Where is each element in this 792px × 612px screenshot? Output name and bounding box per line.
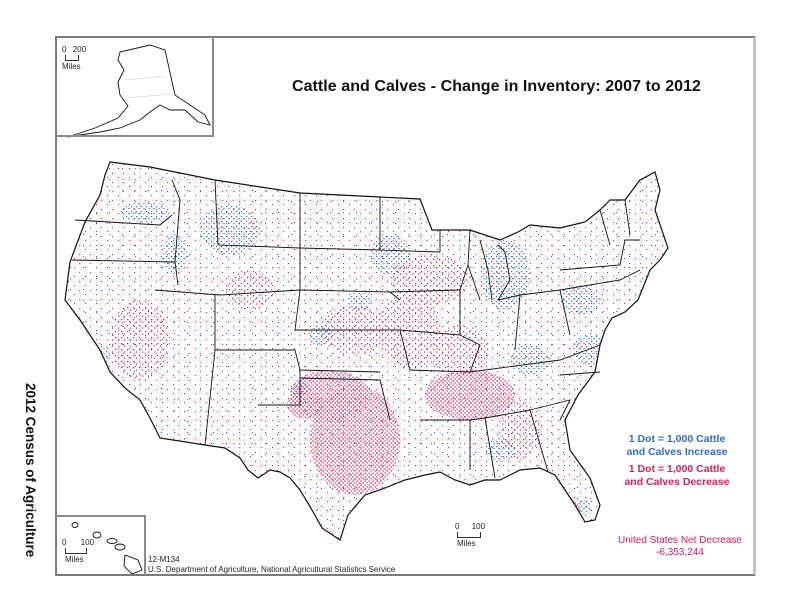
alaska-scale-unit: Miles [62, 62, 81, 71]
main-scale-bar [457, 532, 481, 538]
legend-increase-line2: and Calves Increase [626, 446, 728, 458]
hawaii-scale-unit: Miles [65, 555, 84, 564]
hawaii-shape [71, 522, 143, 575]
hawaii-scale-bar [65, 548, 87, 554]
side-title-container: 2012 Census of Agriculture [22, 383, 42, 583]
main-scale-end: 100 [471, 522, 486, 531]
hawaii-scale-start: 0 [62, 538, 67, 547]
alaska-scale-end: 200 [72, 45, 87, 54]
legend-increase-line1: 1 Dot = 1,000 Cattle [628, 433, 726, 445]
legend: 1 Dot = 1,000 Cattle and Calves Increase… [612, 433, 742, 489]
hawaii-scale-end: 100 [80, 538, 95, 547]
alaska-scale-start: 0 [62, 45, 67, 54]
net-change-value: -6,353,244 [656, 547, 704, 558]
credit-block: 12-M134 U.S. Department of Agriculture, … [148, 555, 395, 575]
net-change-label: United States Net Decrease [618, 535, 742, 546]
legend-decrease: 1 Dot = 1,000 Cattle and Calves Decrease [612, 463, 742, 489]
alaska-scale-bar [65, 55, 79, 61]
legend-increase: 1 Dot = 1,000 Cattle and Calves Increase [612, 433, 742, 459]
credit-text: U.S. Department of Agriculture, National… [148, 565, 396, 574]
alaska-scale: 0 200 Miles [62, 45, 86, 71]
main-scale: 0 100 Miles [455, 522, 485, 548]
hawaii-inset [55, 515, 146, 576]
main-scale-unit: Miles [457, 539, 476, 548]
net-change: United States Net Decrease -6,353,244 [610, 535, 750, 559]
legend-decrease-line1: 1 Dot = 1,000 Cattle [628, 463, 726, 475]
map-frame [55, 36, 756, 576]
main-scale-start: 0 [455, 522, 460, 531]
hawaii-scale: 0 100 Miles [62, 538, 94, 564]
alaska-inset [55, 36, 214, 137]
alaska-shape [67, 44, 211, 138]
legend-decrease-line2: and Calves Decrease [624, 476, 730, 488]
map-title: Cattle and Calves - Change in Inventory:… [292, 78, 702, 95]
side-title: 2012 Census of Agriculture [23, 383, 38, 558]
map-id: 12-M134 [148, 555, 180, 564]
